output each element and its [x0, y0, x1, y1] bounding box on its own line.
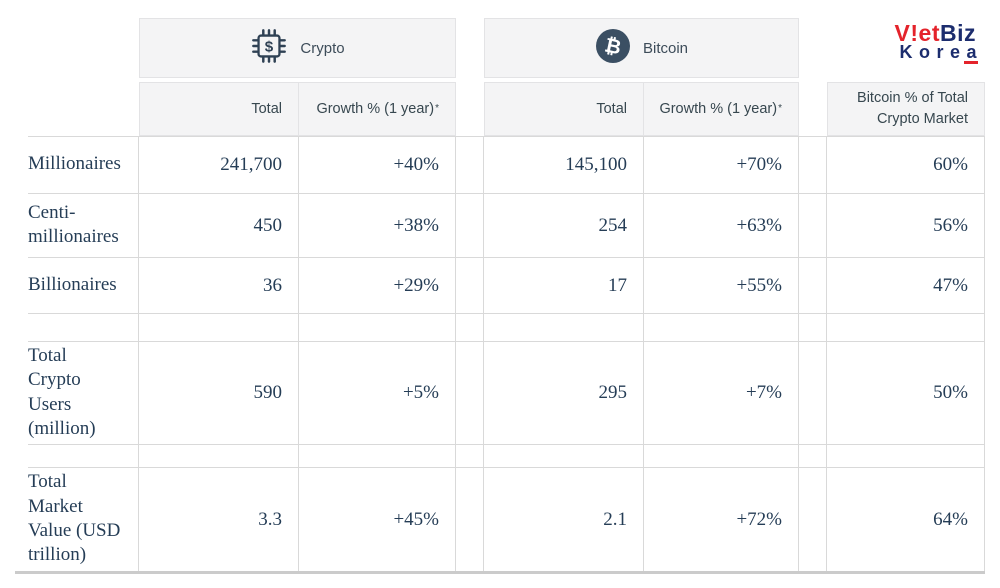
- gap-cell: [456, 341, 484, 444]
- bitcoin-growth-value: +72%: [644, 467, 799, 571]
- logo-line1: V!etBiz: [895, 22, 976, 45]
- bitcoin-total-value: 295: [484, 341, 644, 444]
- logo-line2: Korea: [895, 42, 983, 64]
- empty-cell: [484, 444, 644, 467]
- gap-cell: [799, 313, 827, 341]
- crypto-group-label: Crypto: [300, 39, 345, 57]
- corner-empty-cell: [0, 82, 139, 136]
- footnote-asterisk: *: [778, 102, 782, 114]
- bitcoin-growth-header: Growth % (1 year) *: [644, 82, 799, 136]
- empty-cell: [644, 313, 799, 341]
- empty-cell: [0, 313, 139, 341]
- gap-cell: [799, 193, 827, 257]
- empty-cell: [299, 444, 456, 467]
- empty-cell: [0, 444, 139, 467]
- bitcoin-pct-value: 47%: [827, 257, 985, 313]
- gap-cell: [799, 467, 827, 571]
- gap-cell: [456, 444, 484, 467]
- table-row-total-market-value: Total Market Value (USD trillion) 3.3 +4…: [0, 467, 985, 571]
- empty-cell: [484, 313, 644, 341]
- table-row-total-crypto-users: Total Crypto Users (million) 590 +5% 295…: [0, 341, 985, 444]
- bitcoin-growth-value: +7%: [644, 341, 799, 444]
- bitcoin-icon: ₿: [595, 28, 631, 69]
- gap-cell: [456, 82, 484, 136]
- logo-red-underline: [964, 61, 978, 64]
- row-label: Billionaires: [0, 257, 139, 313]
- empty-cell: [299, 313, 456, 341]
- svg-text:$: $: [265, 38, 274, 55]
- crypto-total-value: 3.3: [139, 467, 299, 571]
- gap-cell: [799, 18, 827, 78]
- gap-cell: [456, 18, 484, 78]
- bitcoin-total-value: 145,100: [484, 136, 644, 193]
- table-row-millionaires: Millionaires 241,700 +40% 145,100 +70% 6…: [0, 136, 985, 193]
- spacer-row: [0, 444, 985, 467]
- bitcoin-growth-value: +70%: [644, 136, 799, 193]
- bitcoin-total-value: 254: [484, 193, 644, 257]
- crypto-wealth-table: $ Crypto ₿ Bitcoin Tot: [0, 18, 985, 571]
- crypto-growth-value: +40%: [299, 136, 456, 193]
- empty-cell: [139, 313, 299, 341]
- row-label: Centi- millionaires: [0, 193, 139, 257]
- footnote-asterisk: *: [435, 102, 439, 114]
- gap-cell: [799, 82, 827, 136]
- bitcoin-total-value: 2.1: [484, 467, 644, 571]
- gap-cell: [456, 193, 484, 257]
- group-header-row: $ Crypto ₿ Bitcoin: [0, 18, 985, 78]
- empty-cell: [827, 18, 985, 78]
- corner-empty-cell: [0, 18, 139, 78]
- bitcoin-total-value: 17: [484, 257, 644, 313]
- bitcoin-pct-value: 64%: [827, 467, 985, 571]
- crypto-total-header: Total: [139, 82, 299, 136]
- btc-pct-header: Bitcoin % of Total Crypto Market: [827, 82, 985, 136]
- crypto-growth-value: +5%: [299, 341, 456, 444]
- vietbiz-korea-logo: V!etBiz Korea: [895, 22, 978, 64]
- crypto-growth-value: +29%: [299, 257, 456, 313]
- crypto-total-value: 241,700: [139, 136, 299, 193]
- logo-korea-text: Korea: [899, 42, 983, 62]
- logo-viet-text: V!et: [894, 20, 940, 46]
- logo-biz-text: Biz: [940, 20, 976, 46]
- crypto-total-value: 36: [139, 257, 299, 313]
- bitcoin-pct-value: 60%: [827, 136, 985, 193]
- bitcoin-growth-value: +55%: [644, 257, 799, 313]
- svg-text:₿: ₿: [603, 32, 624, 59]
- gap-cell: [456, 467, 484, 571]
- bitcoin-group-label: Bitcoin: [642, 39, 689, 57]
- gap-cell: [456, 313, 484, 341]
- spacer-row: [0, 313, 985, 341]
- crypto-growth-header: Growth % (1 year) *: [299, 82, 456, 136]
- gap-cell: [799, 444, 827, 467]
- bitcoin-total-header: Total: [484, 82, 644, 136]
- bitcoin-pct-value: 50%: [827, 341, 985, 444]
- table-row-centi-millionaires: Centi- millionaires 450 +38% 254 +63% 56…: [0, 193, 985, 257]
- row-label: Total Market Value (USD trillion): [0, 467, 139, 571]
- crypto-growth-value: +38%: [299, 193, 456, 257]
- crypto-growth-value: +45%: [299, 467, 456, 571]
- table-bottom-rule: [15, 571, 985, 574]
- column-header-row: Total Growth % (1 year) * Total Growth % …: [0, 82, 985, 136]
- row-label: Total Crypto Users (million): [0, 341, 139, 444]
- bitcoin-growth-value: +63%: [644, 193, 799, 257]
- gap-cell: [456, 136, 484, 193]
- gap-cell: [799, 257, 827, 313]
- crypto-group-header: $ Crypto: [139, 18, 456, 78]
- table-row-billionaires: Billionaires 36 +29% 17 +55% 47%: [0, 257, 985, 313]
- gap-cell: [799, 136, 827, 193]
- crypto-total-value: 590: [139, 341, 299, 444]
- gap-cell: [799, 341, 827, 444]
- row-label: Millionaires: [0, 136, 139, 193]
- crypto-total-value: 450: [139, 193, 299, 257]
- empty-cell: [827, 444, 985, 467]
- gap-cell: [456, 257, 484, 313]
- bitcoin-pct-value: 56%: [827, 193, 985, 257]
- bitcoin-group-header: ₿ Bitcoin: [484, 18, 799, 78]
- empty-cell: [139, 444, 299, 467]
- empty-cell: [827, 313, 985, 341]
- chip-dollar-icon: $: [250, 27, 288, 70]
- empty-cell: [644, 444, 799, 467]
